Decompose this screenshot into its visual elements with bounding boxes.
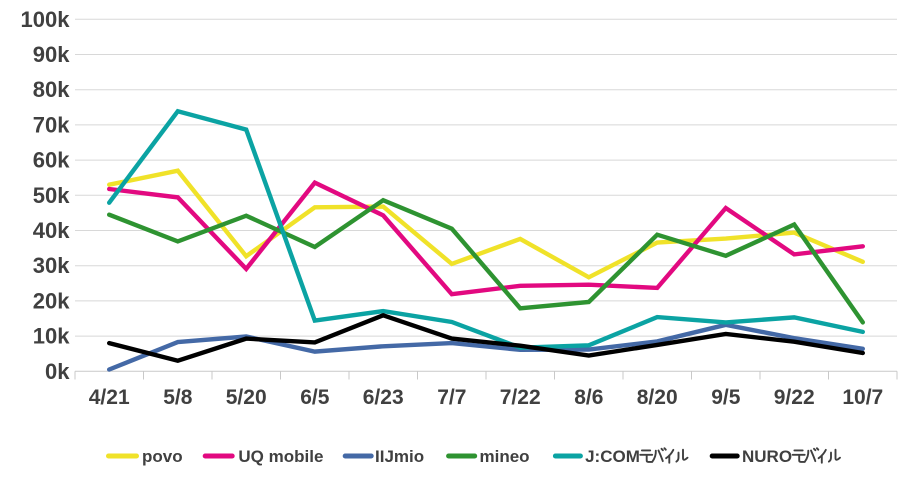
svg-text:30k: 30k bbox=[33, 253, 70, 278]
svg-text:7/7: 7/7 bbox=[437, 386, 466, 409]
svg-text:10/7: 10/7 bbox=[842, 386, 883, 409]
svg-text:9/22: 9/22 bbox=[774, 386, 815, 409]
svg-text:6/23: 6/23 bbox=[363, 386, 404, 409]
svg-text:8/6: 8/6 bbox=[574, 386, 603, 409]
svg-text:8/20: 8/20 bbox=[637, 386, 678, 409]
svg-text:mineo: mineo bbox=[480, 447, 530, 466]
svg-text:80k: 80k bbox=[33, 77, 70, 102]
svg-text:5/8: 5/8 bbox=[163, 386, 193, 409]
svg-text:IIJmio: IIJmio bbox=[375, 447, 424, 466]
svg-text:6/5: 6/5 bbox=[300, 386, 330, 409]
svg-text:5/20: 5/20 bbox=[226, 386, 267, 409]
svg-text:70k: 70k bbox=[33, 112, 70, 137]
svg-text:UQ mobile: UQ mobile bbox=[238, 447, 323, 466]
svg-text:NURO: NURO bbox=[742, 447, 792, 466]
svg-text:50k: 50k bbox=[33, 183, 70, 208]
svg-text:60k: 60k bbox=[33, 148, 70, 173]
svg-text:J:COM: J:COM bbox=[585, 447, 640, 466]
svg-text:10k: 10k bbox=[33, 324, 70, 349]
svg-text:povo: povo bbox=[142, 447, 183, 466]
svg-text:90k: 90k bbox=[33, 42, 70, 67]
svg-text:4/21: 4/21 bbox=[89, 386, 130, 409]
svg-text:20k: 20k bbox=[33, 288, 70, 313]
svg-text:40k: 40k bbox=[33, 218, 70, 243]
svg-text:0k: 0k bbox=[45, 359, 70, 384]
svg-text:9/5: 9/5 bbox=[711, 386, 741, 409]
svg-text:7/22: 7/22 bbox=[500, 386, 541, 409]
svg-text:100k: 100k bbox=[21, 7, 71, 32]
